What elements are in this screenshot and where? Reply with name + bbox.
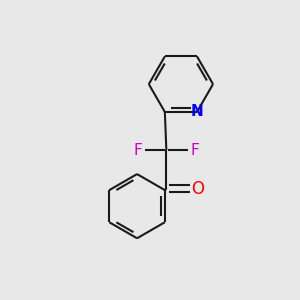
Text: F: F [190, 142, 199, 158]
Text: O: O [191, 180, 204, 198]
Text: F: F [134, 142, 142, 158]
Text: N: N [190, 104, 203, 119]
